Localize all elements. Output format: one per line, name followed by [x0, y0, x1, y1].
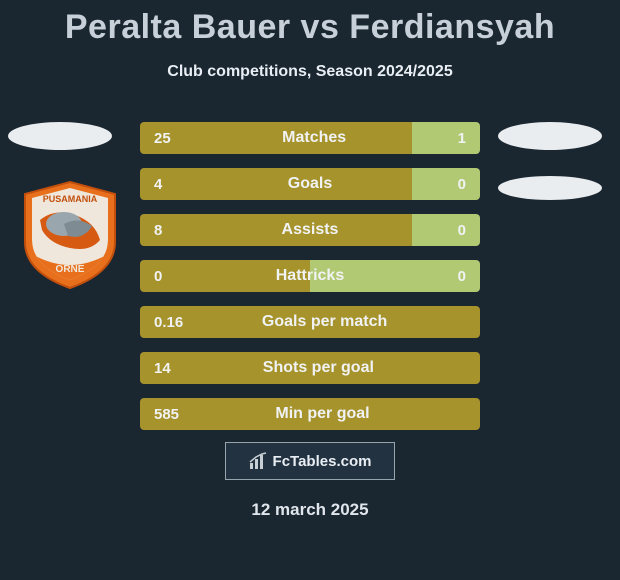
stat-label: Assists [162, 221, 457, 239]
stat-value-left: 0.16 [154, 314, 183, 331]
svg-text:PUSAMANIA: PUSAMANIA [43, 194, 98, 204]
stat-value-left: 0 [154, 268, 162, 285]
stat-row: 25Matches1 [140, 122, 480, 154]
stat-row: 14Shots per goal [140, 352, 480, 384]
stat-label: Goals [162, 175, 457, 193]
stat-value-left: 4 [154, 176, 162, 193]
stat-label: Goals per match [183, 313, 466, 331]
stat-value-right: 0 [458, 268, 466, 285]
date-text: 12 march 2025 [0, 500, 620, 520]
chart-icon [249, 452, 267, 470]
stat-value-left: 585 [154, 406, 179, 423]
stat-value-left: 25 [154, 130, 171, 147]
stat-row: 585Min per goal [140, 398, 480, 430]
stats-table: 25Matches14Goals08Assists00Hattricks00.1… [140, 122, 480, 444]
stat-row: 0.16Goals per match [140, 306, 480, 338]
stat-row: 4Goals0 [140, 168, 480, 200]
ellipse-mid-right [498, 176, 602, 200]
stat-label: Min per goal [179, 405, 466, 423]
stat-label: Matches [171, 129, 458, 147]
stat-row: 0Hattricks0 [140, 260, 480, 292]
footer-text: FcTables.com [273, 453, 372, 470]
ellipse-top-left [8, 122, 112, 150]
svg-text:ORNE: ORNE [56, 264, 85, 275]
stat-label: Hattricks [162, 267, 457, 285]
footer-attribution: FcTables.com [225, 442, 395, 480]
subtitle: Club competitions, Season 2024/2025 [0, 63, 620, 81]
stat-value-right: 0 [458, 222, 466, 239]
stat-value-left: 14 [154, 360, 171, 377]
stat-value-right: 1 [458, 130, 466, 147]
page-title: Peralta Bauer vs Ferdiansyah [0, 0, 620, 47]
stat-value-left: 8 [154, 222, 162, 239]
stat-label: Shots per goal [171, 359, 466, 377]
club-badge: PUSAMANIA ORNE [20, 180, 120, 290]
stat-value-right: 0 [458, 176, 466, 193]
stat-row: 8Assists0 [140, 214, 480, 246]
ellipse-top-right [498, 122, 602, 150]
